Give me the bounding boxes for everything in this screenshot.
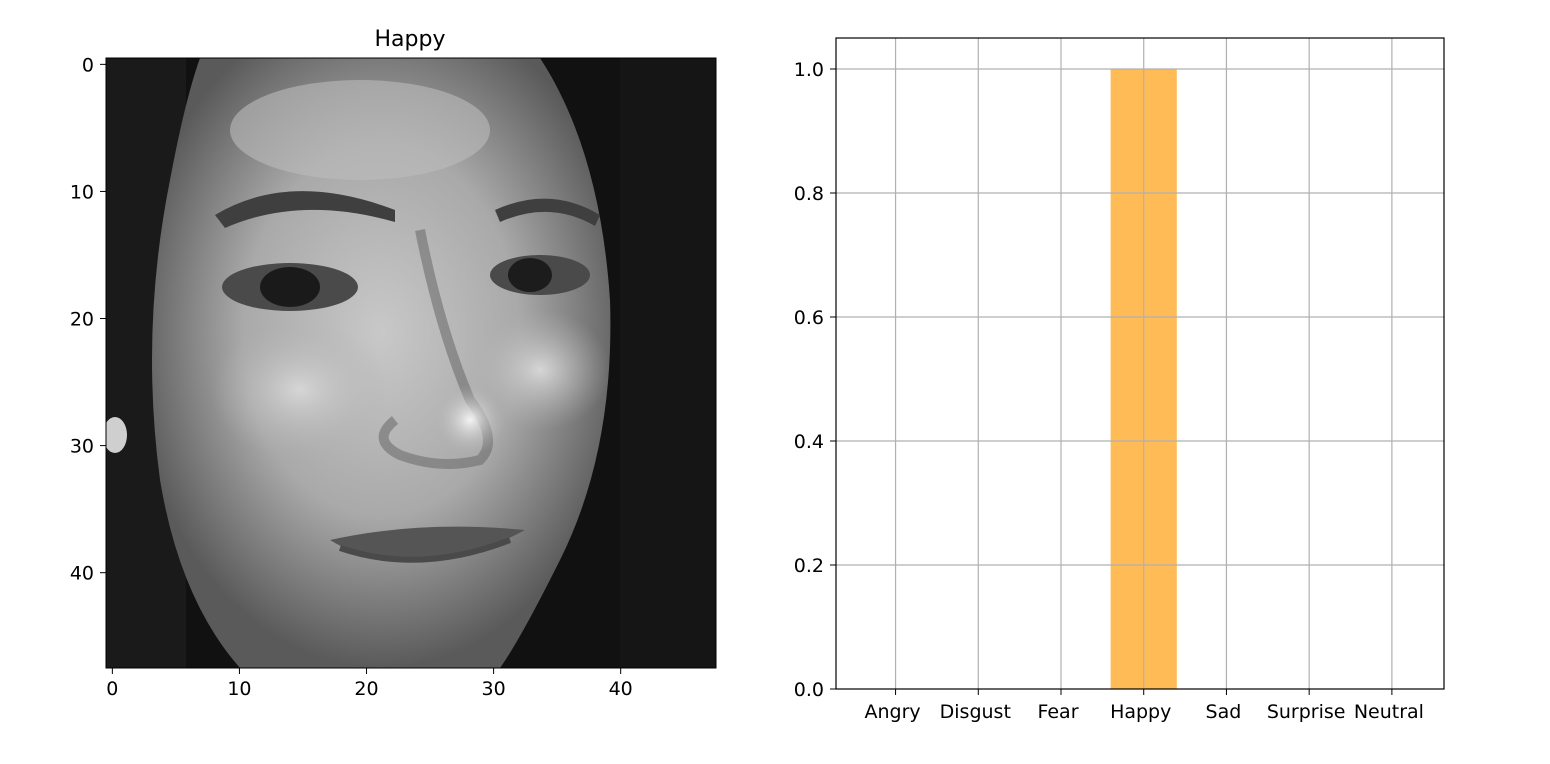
- bar-y-tick-label: 1.0: [794, 59, 824, 81]
- face-x-tick-label: 10: [227, 678, 251, 700]
- bar-y-axis: 0.0 0.2 0.4 0.6 0.8 1.0: [794, 59, 836, 701]
- face-x-tick-label: 20: [354, 678, 378, 700]
- face-y-tick-label: 0: [82, 54, 94, 76]
- face-image-panel: Happy: [70, 27, 717, 700]
- bar-grid: [836, 38, 1444, 689]
- bar-y-tick-label: 0.2: [794, 555, 824, 577]
- bar-plot-frame: [835, 37, 1445, 690]
- bar-x-tick-label: Angry: [864, 701, 920, 723]
- face-image: [106, 58, 716, 668]
- emotion-bar-chart: Angry Disgust Fear Happy Sad Surprise Neutral …: [794, 37, 1445, 723]
- face-y-tick-label: 40: [70, 563, 94, 585]
- face-x-tick-label: 30: [482, 678, 506, 700]
- face-y-axis: 0 10 20 30 40: [70, 54, 106, 585]
- bar-x-axis: Angry Disgust Fear Happy Sad Surprise Neutral: [864, 689, 1424, 723]
- bar-x-tick-label: Fear: [1037, 701, 1078, 723]
- bar-x-tick-label: Disgust: [940, 701, 1011, 723]
- face-y-tick-label: 10: [70, 181, 94, 203]
- bar-x-tick-label: Sad: [1206, 701, 1242, 723]
- face-image-frame: [105, 57, 717, 669]
- face-y-tick-label: 30: [70, 436, 94, 458]
- bar-y-tick-label: 0.8: [794, 183, 824, 205]
- bar-y-tick-label: 0.0: [794, 679, 824, 701]
- bar-y-tick-label: 0.4: [794, 431, 824, 453]
- bar-x-tick-label: Surprise: [1267, 701, 1346, 723]
- face-y-tick-label: 20: [70, 309, 94, 331]
- face-title: Happy: [375, 27, 446, 52]
- face-x-tick-label: 0: [106, 678, 118, 700]
- bar-x-tick-label: Neutral: [1354, 701, 1424, 723]
- face-x-axis: 0 10 20 30 40: [106, 668, 633, 700]
- face-x-tick-label: 40: [609, 678, 633, 700]
- bar-x-tick-label: Happy: [1110, 701, 1171, 723]
- bar-y-tick-label: 0.6: [794, 307, 824, 329]
